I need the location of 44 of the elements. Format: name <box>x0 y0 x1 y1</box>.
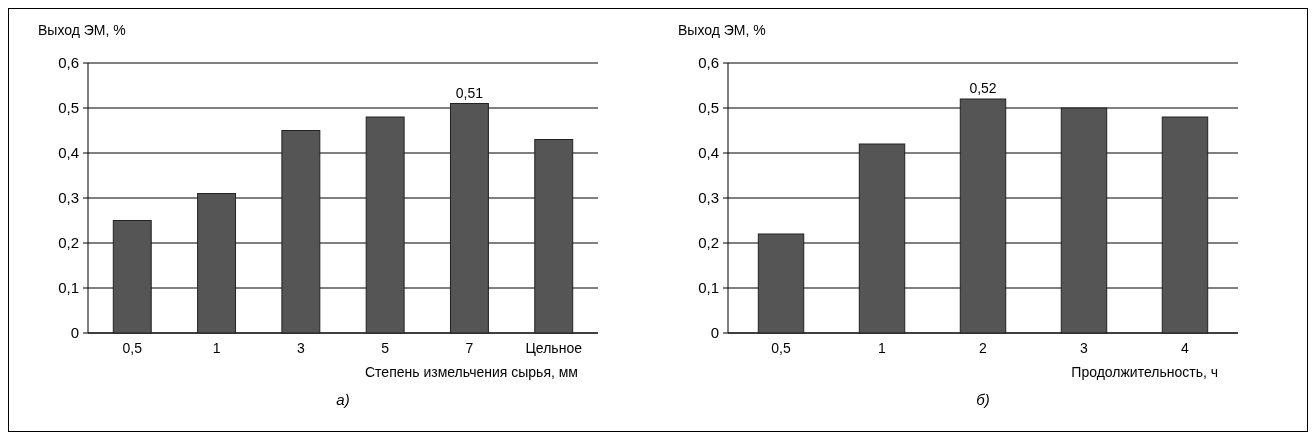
y-axis-title: Выход ЭМ, % <box>38 22 126 38</box>
y-tick-label: 0,4 <box>58 144 79 162</box>
y-tick-label: 0,1 <box>698 279 719 297</box>
bar <box>112 220 152 334</box>
bar <box>1060 107 1108 334</box>
x-tick-label: 2 <box>979 340 988 356</box>
x-axis-title: Степень измельчения сырья, мм <box>364 364 578 380</box>
y-tick-label: 0,4 <box>698 144 719 162</box>
bar <box>449 103 489 334</box>
y-tick-label: 0 <box>70 324 79 342</box>
y-tick-label: 0,3 <box>58 189 79 207</box>
x-tick-label: 5 <box>381 340 390 356</box>
bar <box>757 233 805 334</box>
bar <box>959 98 1007 334</box>
bar <box>281 130 321 334</box>
y-axis-title: Выход ЭМ, % <box>678 22 766 38</box>
bar <box>365 116 405 334</box>
y-tick-label: 0 <box>710 324 719 342</box>
y-tick-label: 0,1 <box>58 279 79 297</box>
x-tick-label: 3 <box>1080 340 1089 356</box>
y-tick-label: 0,6 <box>58 54 79 72</box>
data-label: 0,51 <box>455 84 484 101</box>
x-tick-label: 3 <box>296 340 305 356</box>
bar <box>197 193 237 334</box>
y-tick-label: 0,3 <box>698 189 719 207</box>
x-tick-label: 1 <box>212 340 221 356</box>
y-tick-label: 0,5 <box>698 99 719 117</box>
x-tick-label: Цельное <box>525 340 583 356</box>
text: а) <box>336 391 350 408</box>
y-tick-label: 0,2 <box>58 234 79 252</box>
text: б) <box>976 391 990 408</box>
y-tick-label: 0,6 <box>698 54 719 72</box>
y-tick-label: 0,2 <box>698 234 719 252</box>
x-tick-label: 0,5 <box>771 340 791 356</box>
x-tick-label: 4 <box>1181 340 1190 356</box>
x-tick-label: 0,5 <box>122 340 143 356</box>
data-label: 0,52 <box>969 80 997 96</box>
x-tick-label: 1 <box>878 340 887 356</box>
bar <box>1161 116 1209 334</box>
bar <box>534 139 574 334</box>
x-tick-label: 7 <box>465 340 474 356</box>
bar <box>858 143 906 334</box>
x-axis-title: Продолжительность, ч <box>1071 364 1218 380</box>
y-tick-label: 0,5 <box>58 99 79 117</box>
